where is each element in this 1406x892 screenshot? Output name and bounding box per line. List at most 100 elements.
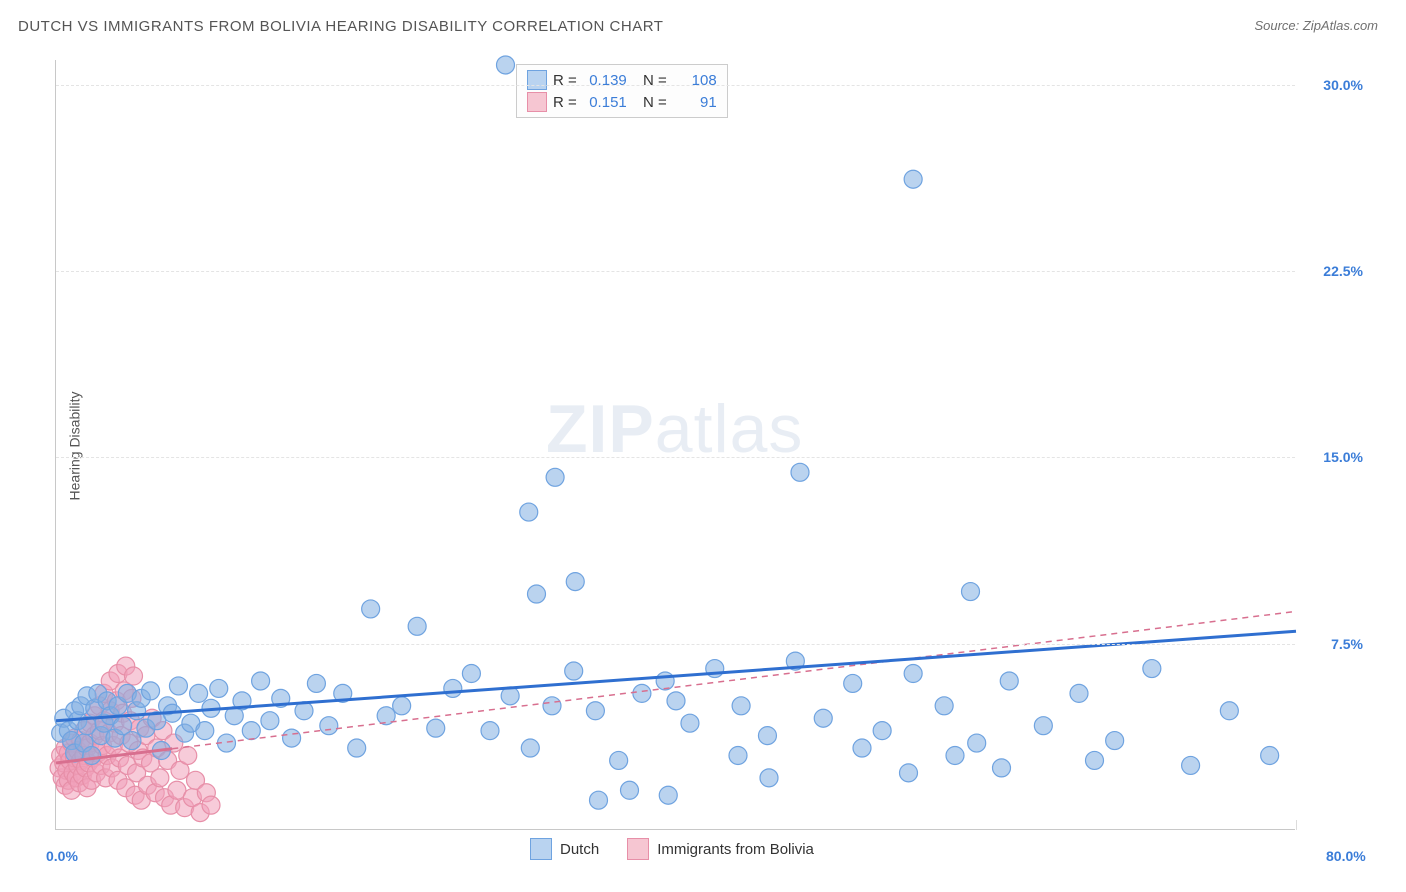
legend-swatch bbox=[530, 838, 552, 860]
data-point bbox=[1070, 684, 1088, 702]
legend-label: Dutch bbox=[560, 841, 599, 858]
data-point bbox=[853, 739, 871, 757]
legend-r-label: R = bbox=[553, 94, 577, 111]
legend-n-label: N = bbox=[643, 72, 667, 89]
data-point bbox=[169, 677, 187, 695]
plot-area: ZIPatlas R = 0.139 N = 108 R = 0.151 N =… bbox=[55, 60, 1295, 830]
data-point bbox=[362, 600, 380, 618]
data-point bbox=[520, 503, 538, 521]
data-point bbox=[621, 781, 639, 799]
data-point bbox=[481, 722, 499, 740]
data-point bbox=[427, 719, 445, 737]
data-point bbox=[307, 674, 325, 692]
data-point bbox=[179, 746, 197, 764]
source-attribution: Source: ZipAtlas.com bbox=[1254, 18, 1378, 33]
legend-r-label: R = bbox=[553, 72, 577, 89]
data-point bbox=[1106, 732, 1124, 750]
data-point bbox=[656, 672, 674, 690]
data-point bbox=[521, 739, 539, 757]
data-point bbox=[633, 684, 651, 702]
data-point bbox=[946, 746, 964, 764]
data-point bbox=[125, 667, 143, 685]
data-point bbox=[210, 679, 228, 697]
legend-n-label: N = bbox=[643, 94, 667, 111]
data-point bbox=[196, 722, 214, 740]
data-point bbox=[993, 759, 1011, 777]
data-point bbox=[444, 679, 462, 697]
data-point bbox=[462, 665, 480, 683]
data-point bbox=[659, 786, 677, 804]
data-point bbox=[83, 746, 101, 764]
grid-line bbox=[56, 271, 1295, 272]
trend-line bbox=[172, 611, 1296, 748]
data-point bbox=[1086, 751, 1104, 769]
data-point bbox=[123, 732, 141, 750]
data-point bbox=[968, 734, 986, 752]
y-tick-label: 30.0% bbox=[1323, 77, 1363, 93]
data-point bbox=[1182, 756, 1200, 774]
legend-n-value: 91 bbox=[673, 94, 717, 111]
data-point bbox=[202, 796, 220, 814]
data-point bbox=[760, 769, 778, 787]
data-point bbox=[151, 769, 169, 787]
data-point bbox=[681, 714, 699, 732]
data-point bbox=[497, 56, 515, 74]
data-point bbox=[566, 573, 584, 591]
data-point bbox=[873, 722, 891, 740]
data-point bbox=[904, 665, 922, 683]
data-point bbox=[844, 674, 862, 692]
data-point bbox=[729, 746, 747, 764]
legend-r-value: 0.151 bbox=[583, 94, 627, 111]
data-point bbox=[814, 709, 832, 727]
data-point bbox=[586, 702, 604, 720]
legend-swatch bbox=[527, 92, 547, 112]
axis-rule bbox=[1296, 820, 1297, 830]
data-point bbox=[610, 751, 628, 769]
stats-legend: R = 0.139 N = 108 R = 0.151 N = 91 bbox=[516, 64, 728, 118]
data-point bbox=[565, 662, 583, 680]
data-point bbox=[962, 583, 980, 601]
y-tick-label: 15.0% bbox=[1323, 449, 1363, 465]
grid-line bbox=[56, 644, 1295, 645]
data-point bbox=[1034, 717, 1052, 735]
data-point bbox=[242, 722, 260, 740]
stats-legend-row: R = 0.151 N = 91 bbox=[527, 91, 717, 113]
data-point bbox=[791, 463, 809, 481]
series-legend: Dutch Immigrants from Bolivia bbox=[530, 838, 814, 860]
legend-r-value: 0.139 bbox=[583, 72, 627, 89]
grid-line bbox=[56, 457, 1295, 458]
x-tick-label: 0.0% bbox=[46, 848, 78, 864]
data-point bbox=[348, 739, 366, 757]
data-point bbox=[408, 617, 426, 635]
data-point bbox=[732, 697, 750, 715]
data-point bbox=[1000, 672, 1018, 690]
y-tick-label: 22.5% bbox=[1323, 263, 1363, 279]
data-point bbox=[393, 697, 411, 715]
data-point bbox=[190, 684, 208, 702]
data-point bbox=[590, 791, 608, 809]
grid-line bbox=[56, 85, 1295, 86]
data-point bbox=[1220, 702, 1238, 720]
y-tick-label: 7.5% bbox=[1331, 636, 1363, 652]
legend-item: Dutch bbox=[530, 838, 599, 860]
data-point bbox=[546, 468, 564, 486]
data-point bbox=[142, 682, 160, 700]
data-point bbox=[283, 729, 301, 747]
legend-n-value: 108 bbox=[673, 72, 717, 89]
data-point bbox=[320, 717, 338, 735]
legend-item: Immigrants from Bolivia bbox=[627, 838, 814, 860]
data-point bbox=[758, 727, 776, 745]
legend-label: Immigrants from Bolivia bbox=[657, 841, 814, 858]
legend-swatch bbox=[527, 70, 547, 90]
data-point bbox=[528, 585, 546, 603]
data-point bbox=[543, 697, 561, 715]
data-point bbox=[667, 692, 685, 710]
chart-title: DUTCH VS IMMIGRANTS FROM BOLIVIA HEARING… bbox=[18, 18, 663, 35]
stats-legend-row: R = 0.139 N = 108 bbox=[527, 69, 717, 91]
data-point bbox=[1261, 746, 1279, 764]
data-point bbox=[1143, 660, 1161, 678]
data-point bbox=[261, 712, 279, 730]
x-tick-label: 80.0% bbox=[1326, 848, 1366, 864]
data-point bbox=[904, 170, 922, 188]
data-point bbox=[900, 764, 918, 782]
